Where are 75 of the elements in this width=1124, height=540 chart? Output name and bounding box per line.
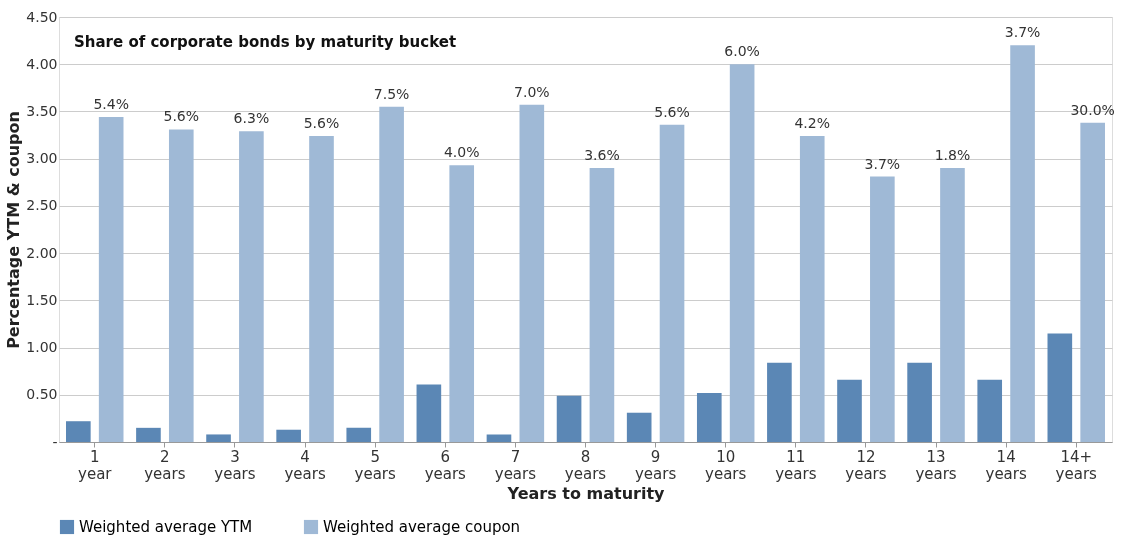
bar [276,429,301,442]
bar [66,421,91,442]
annotation: 6.0% [724,43,760,60]
bar [416,384,442,442]
x-axis-title: Years to maturity [506,483,666,503]
annotation: 3.7% [864,155,901,172]
x-tick-label: 13 years [915,447,957,483]
x-tick-label: 11 years [775,447,817,483]
x-tick-label: 8 years [564,447,607,483]
bar [696,392,722,442]
bar [449,165,475,442]
y-tick-label: 2.00 [26,244,58,261]
annotation: 5.6% [163,108,200,125]
bar [799,136,825,442]
x-tick-label: 4 years [284,447,326,483]
annotation: 5.4% [93,96,129,113]
bar [98,117,124,442]
y-tick-label: 1.50 [26,291,58,308]
bar [556,395,582,442]
x-tick-label: 14+ years [1055,447,1098,483]
bar [1080,122,1105,442]
annotation: 5.6% [654,103,690,120]
y-tick-label: 1.00 [26,339,58,356]
annotation: 4.0% [443,144,480,161]
bar [379,106,404,442]
bar [239,131,264,442]
annotation: 5.6% [303,115,340,131]
bar [589,168,615,442]
y-tick-label: 3.50 [26,102,58,119]
bar [309,136,334,442]
annotation: 4.2% [794,115,831,131]
annotation: 6.3% [233,110,270,127]
x-tick-label: 3 years [214,447,256,483]
x-tick-label: 2 years [144,447,186,483]
legend-label: Weighted average coupon [323,518,521,536]
y-tick-label: 2.50 [26,197,58,214]
x-tick-label: 14 years [985,447,1027,483]
bar [626,412,652,442]
x-tick-label: 7 years [494,447,537,483]
y-axis-title: Percentage YTM & coupon [4,111,24,349]
annotation: 30.0% [1070,101,1115,118]
x-tick-label: 10 years [705,447,747,483]
bar [1010,45,1035,442]
annotation: 1.8% [934,147,971,164]
y-tick-label: 3.00 [26,150,58,167]
text: Share of corporate bonds by maturity bucket [74,33,457,51]
y-tick-label: 4.50 [26,8,58,25]
bar [767,362,792,442]
x-tick-label: 12 years [845,447,887,483]
legend-label: Weighted average YTM [79,518,253,536]
bar [519,104,545,442]
bar [659,124,685,442]
annotation: 7.5% [373,85,410,102]
y-tick-label: 4.00 [26,55,58,72]
bar [346,427,372,442]
bar [940,168,965,442]
bar [486,434,512,442]
bar [977,379,1003,442]
bar [206,434,231,442]
bar [837,379,862,442]
bar [136,427,161,442]
bar [907,362,932,442]
annotation: 7.0% [514,83,550,100]
x-tick-label: 6 years [424,447,467,483]
y-tick-label: 0.50 [26,386,58,403]
x-tick-label: 1 year [78,447,113,483]
y-tick-label: - [52,433,58,450]
bar [870,176,895,442]
bar [729,64,755,442]
bar [168,129,194,442]
annotation: 3.6% [584,147,620,164]
x-tick-label: 9 years [634,447,677,483]
annotation: 3.7% [1004,24,1041,41]
x-tick-label: 5 years [354,447,396,483]
bar [1047,333,1073,442]
